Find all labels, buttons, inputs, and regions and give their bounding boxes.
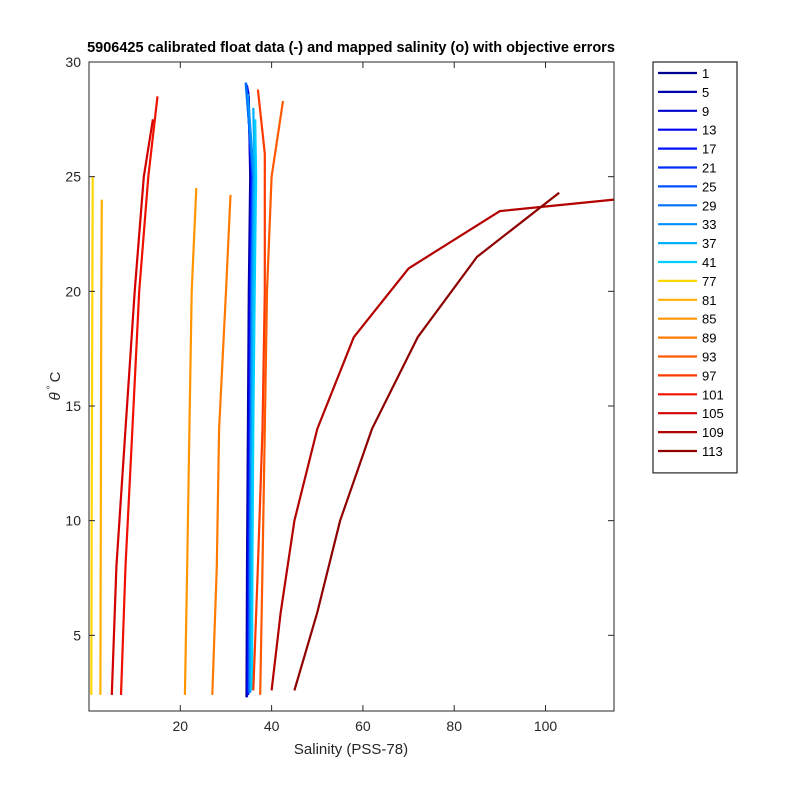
x-tick-label: 80 <box>446 718 462 734</box>
legend-label-37: 37 <box>702 236 716 251</box>
legend-label-41: 41 <box>702 255 716 270</box>
legend-label-21: 21 <box>702 161 716 176</box>
y-tick-label: 10 <box>65 513 81 529</box>
y-tick-label: 25 <box>65 169 81 185</box>
legend-label-17: 17 <box>702 142 716 157</box>
legend-label-85: 85 <box>702 312 716 327</box>
legend-label-89: 89 <box>702 331 716 346</box>
series-line-105 <box>110 119 154 695</box>
y-axis-label-unit: C <box>47 371 64 382</box>
y-axis-label-degree: ° <box>46 385 57 389</box>
y-tick-label: 15 <box>65 398 81 414</box>
x-tick-label: 100 <box>534 718 558 734</box>
series-line-89 <box>211 194 232 695</box>
legend-label-105: 105 <box>702 406 724 421</box>
y-tick-label: 20 <box>65 283 81 299</box>
x-tick-label: 20 <box>173 718 189 734</box>
series-line-101 <box>119 96 159 695</box>
legend-label-33: 33 <box>702 217 716 232</box>
series-line-113 <box>293 191 560 691</box>
legend-label-5: 5 <box>702 85 709 100</box>
legend-label-109: 109 <box>702 425 724 440</box>
legend-label-29: 29 <box>702 198 716 213</box>
x-tick-label: 60 <box>355 718 371 734</box>
series-line-97 <box>252 89 266 691</box>
legend-box <box>652 61 738 474</box>
series-line-77 <box>90 176 94 695</box>
y-tick-label: 5 <box>73 627 81 643</box>
plot-frame <box>88 61 615 712</box>
legend-label-13: 13 <box>702 123 716 138</box>
x-axis-label: Salinity (PSS-78) <box>294 741 408 758</box>
legend-label-97: 97 <box>702 368 716 383</box>
legend-label-101: 101 <box>702 387 724 402</box>
legend-label-25: 25 <box>702 179 716 194</box>
legend-label-81: 81 <box>702 293 716 308</box>
series-line-85 <box>183 188 198 695</box>
legend: 1 5 9 13 17 21 25 29 33 37 41 77 81 85 89 93 97 101 105 109… <box>652 61 738 474</box>
legend-label-9: 9 <box>702 104 709 119</box>
series-line-41 <box>250 119 258 691</box>
legend-label-113: 113 <box>702 444 723 459</box>
series-line-81 <box>99 199 103 695</box>
series-line-109 <box>270 198 615 691</box>
series-layer <box>90 82 615 698</box>
axes-layer: 20 40 60 80 100 5 10 15 20 25 30 <box>65 54 615 734</box>
legend-label-1: 1 <box>702 66 709 81</box>
series-line-93 <box>259 100 285 695</box>
y-axis-label-theta: θ <box>47 392 64 400</box>
y-tick-label: 30 <box>65 54 81 70</box>
x-tick-label: 40 <box>264 718 280 734</box>
legend-label-77: 77 <box>702 274 716 289</box>
y-axis-label: θ ° C <box>46 371 64 400</box>
legend-label-93: 93 <box>702 350 716 365</box>
chart-title: 5906425 calibrated float data (-) and ma… <box>87 40 615 56</box>
